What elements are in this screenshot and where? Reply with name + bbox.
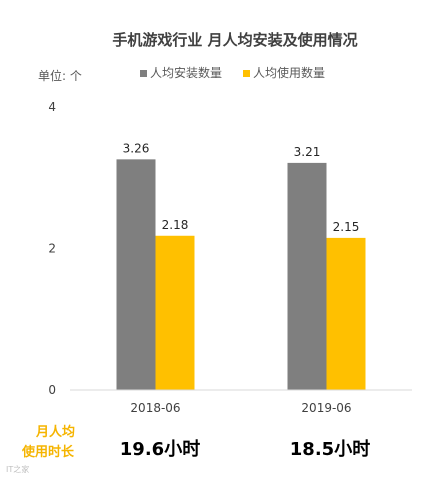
legend-swatch-installs [140,70,147,77]
y-tick-label: 0 [48,383,56,397]
category-label: 2019-06 [301,401,351,415]
data-labels: 3.26 2.18 3.21 2.15 [123,141,360,234]
data-label: 2.15 [333,220,360,234]
footer-label-line1: 月人均 [35,424,75,440]
footer-value-2018: 19.6小时 [120,439,200,460]
data-label: 3.26 [123,141,150,155]
unit-label: 单位: 个 [38,68,82,83]
bar-installs-2018-06 [116,159,156,390]
y-tick-label: 4 [48,100,56,114]
legend: 人均安装数量 人均使用数量 [140,65,325,80]
footer-label-line2: 使用时长 [21,444,75,460]
bar-usage-2019-06 [326,237,366,390]
legend-label-usage: 人均使用数量 [253,65,325,80]
footer-value-2019: 18.5小时 [290,439,370,460]
y-tick-label: 2 [48,242,56,256]
data-label: 3.21 [294,145,321,159]
chart-title: 手机游戏行业 月人均安装及使用情况 [112,31,357,49]
bar-usage-2018-06 [155,235,195,390]
bars [116,159,366,390]
data-label: 2.18 [162,218,189,232]
watermark: IT之家 [6,464,29,474]
y-axis-ticks: 0 2 4 [48,100,56,397]
category-label: 2018-06 [130,401,180,415]
legend-label-installs: 人均安装数量 [150,65,222,80]
bar-installs-2019-06 [287,162,327,390]
category-labels: 2018-06 2019-06 [130,401,351,415]
legend-swatch-usage [243,70,250,77]
